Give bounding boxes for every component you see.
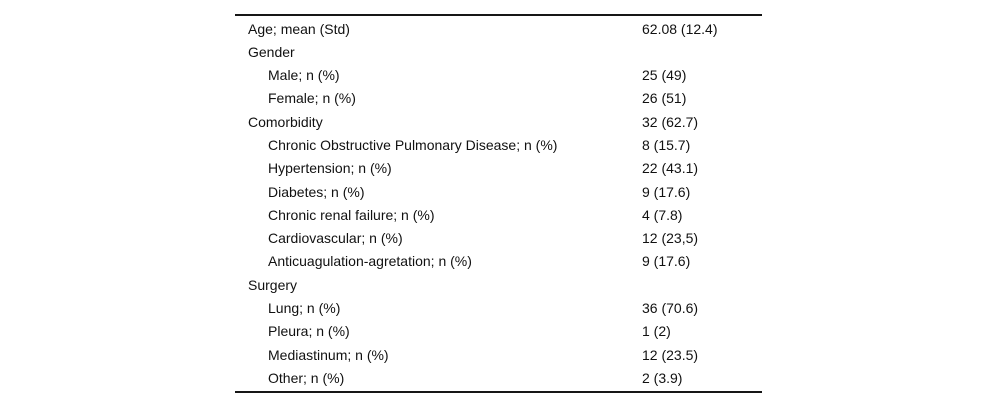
table-row: Mediastinum; n (%) 12 (23.5) (235, 344, 762, 367)
table-row: Gender (235, 41, 762, 64)
table-row: Other; n (%) 2 (3.9) (235, 367, 762, 390)
row-value: 2 (3.9) (642, 369, 683, 386)
row-label: Gender (248, 43, 295, 60)
row-label: Other; n (%) (268, 369, 345, 386)
table-row: Male; n (%) 25 (49) (235, 64, 762, 87)
row-label: Cardiovascular; n (%) (268, 230, 403, 247)
table-row: Lung; n (%) 36 (70.6) (235, 297, 762, 320)
table-rows: Age; mean (Std) 62.08 (12.4) Gender Male… (235, 16, 762, 392)
row-value: 1 (2) (642, 323, 671, 340)
table-row: Anticuagulation-agretation; n (%) 9 (17.… (235, 250, 762, 273)
table-row: Chronic Obstructive Pulmonary Disease; n… (235, 134, 762, 157)
row-value: 25 (49) (642, 67, 687, 84)
row-label: Surgery (248, 276, 298, 293)
row-value: 8 (15.7) (642, 136, 691, 153)
row-label: Age; mean (Std) (248, 20, 350, 37)
row-value: 9 (17.6) (642, 183, 691, 200)
row-value: 12 (23.5) (642, 346, 699, 363)
table-row: Comorbidity 32 (62.7) (235, 111, 762, 134)
row-value: 32 (62.7) (642, 113, 699, 130)
row-value: 36 (70.6) (642, 300, 699, 317)
row-label: Chronic renal failure; n (%) (268, 206, 435, 223)
row-label: Diabetes; n (%) (268, 183, 365, 200)
row-label: Pleura; n (%) (268, 323, 350, 340)
row-label: Mediastinum; n (%) (268, 346, 389, 363)
row-label: Comorbidity (248, 113, 323, 130)
row-label: Chronic Obstructive Pulmonary Disease; n… (268, 136, 558, 153)
row-value: 12 (23,5) (642, 230, 699, 247)
patient-characteristics-table: Age; mean (Std) 62.08 (12.4) Gender Male… (235, 14, 762, 393)
row-value: 9 (17.6) (642, 253, 691, 270)
row-label: Anticuagulation-agretation; n (%) (268, 253, 472, 270)
row-label: Hypertension; n (%) (268, 160, 392, 177)
row-label: Lung; n (%) (268, 300, 341, 317)
table-row: Cardiovascular; n (%) 12 (23,5) (235, 227, 762, 250)
row-label: Female; n (%) (268, 90, 356, 107)
row-value: 26 (51) (642, 90, 687, 107)
table-row: Surgery (235, 274, 762, 297)
row-value: 22 (43.1) (642, 160, 699, 177)
row-label: Male; n (%) (268, 67, 340, 84)
table-top-rule (235, 14, 762, 16)
table-row: Hypertension; n (%) 22 (43.1) (235, 157, 762, 180)
table-row: Chronic renal failure; n (%) 4 (7.8) (235, 204, 762, 227)
table-row: Age; mean (Std) 62.08 (12.4) (235, 18, 762, 41)
table-row: Pleura; n (%) 1 (2) (235, 320, 762, 343)
table-row: Diabetes; n (%) 9 (17.6) (235, 181, 762, 204)
row-value: 4 (7.8) (642, 206, 683, 223)
row-value: 62.08 (12.4) (642, 20, 718, 37)
table-bottom-rule (235, 391, 762, 393)
table-row: Female; n (%) 26 (51) (235, 87, 762, 110)
